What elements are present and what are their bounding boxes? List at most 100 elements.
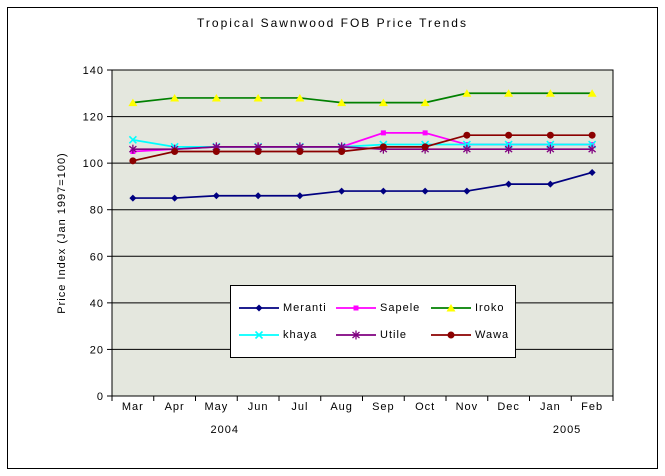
data-point-marker bbox=[462, 89, 472, 97]
legend: Meranti Sapele Iroko khaya Utile Wawa bbox=[230, 285, 516, 358]
series-line bbox=[132, 92, 593, 104]
legend-label-khaya: khaya bbox=[283, 329, 318, 342]
x-tick-label: Oct bbox=[415, 401, 435, 413]
y-tick-label: 80 bbox=[90, 205, 104, 217]
data-point-marker bbox=[128, 145, 137, 153]
x-tick-label: Feb bbox=[581, 401, 603, 413]
chart-border bbox=[7, 7, 658, 469]
y-tick-label: 20 bbox=[90, 344, 104, 356]
series-line bbox=[132, 145, 593, 151]
data-point-marker bbox=[545, 89, 555, 97]
data-point-marker bbox=[422, 130, 428, 136]
data-point-marker bbox=[296, 192, 304, 200]
legend-marker-utile bbox=[336, 330, 376, 340]
data-point-marker bbox=[338, 187, 346, 195]
data-point-marker bbox=[254, 148, 262, 155]
data-point-marker bbox=[447, 331, 455, 339]
series-line bbox=[132, 134, 593, 162]
data-point-marker bbox=[254, 331, 264, 340]
data-point-marker bbox=[129, 157, 137, 165]
data-point-marker bbox=[378, 98, 388, 107]
y-tick-label: 60 bbox=[90, 251, 104, 263]
x-tick-label: Jun bbox=[248, 401, 269, 413]
data-point-marker bbox=[337, 98, 347, 107]
data-point-marker bbox=[296, 148, 304, 155]
data-point-marker bbox=[421, 143, 429, 151]
data-point-marker bbox=[446, 303, 456, 312]
series-iroko bbox=[128, 89, 597, 107]
data-point-marker bbox=[420, 98, 430, 107]
data-point-marker bbox=[588, 168, 596, 176]
data-point-marker bbox=[463, 131, 471, 139]
data-point-marker bbox=[352, 331, 360, 339]
data-point-marker bbox=[505, 131, 513, 139]
data-point-marker bbox=[128, 98, 138, 107]
data-point-marker bbox=[254, 143, 263, 151]
data-point-marker bbox=[295, 143, 304, 151]
data-point-marker bbox=[379, 187, 387, 195]
series-line bbox=[132, 171, 593, 199]
data-point-marker bbox=[505, 180, 513, 188]
x-axis-year-label: 2005 bbox=[553, 424, 581, 436]
data-point-marker bbox=[128, 135, 137, 144]
x-tick-label: Nov bbox=[456, 401, 479, 413]
data-point-marker bbox=[171, 148, 179, 155]
x-axis-year-label: 2004 bbox=[210, 424, 238, 436]
data-point-marker bbox=[253, 93, 263, 102]
legend-label-sapele: Sapele bbox=[380, 301, 421, 314]
legend-label-meranti: Meranti bbox=[283, 301, 327, 314]
legend-marker-sapele bbox=[336, 305, 376, 311]
legend-item-iroko: Iroko bbox=[430, 302, 514, 314]
data-point-marker bbox=[588, 131, 596, 139]
legend-item-wawa: Wawa bbox=[430, 329, 514, 341]
legend-label-wawa: Wawa bbox=[475, 329, 510, 342]
legend-marker-khaya bbox=[239, 331, 279, 340]
y-tick-label: 40 bbox=[90, 298, 104, 310]
data-point-marker bbox=[463, 187, 471, 195]
data-point-marker bbox=[546, 180, 554, 188]
legend-item-utile: Utile bbox=[335, 329, 430, 341]
data-point-marker bbox=[504, 89, 514, 97]
data-point-marker bbox=[212, 192, 220, 200]
x-tick-label: Mar bbox=[122, 401, 144, 413]
series-utile bbox=[128, 142, 597, 154]
data-point-marker bbox=[170, 93, 180, 102]
data-point-marker bbox=[212, 143, 221, 151]
data-point-marker bbox=[546, 131, 554, 139]
legend-item-sapele: Sapele bbox=[335, 302, 430, 314]
data-point-marker bbox=[338, 148, 346, 155]
x-tick-label: Apr bbox=[165, 401, 185, 413]
data-point-marker bbox=[337, 143, 346, 151]
data-point-marker bbox=[421, 187, 429, 195]
y-tick-label: 140 bbox=[83, 65, 104, 77]
y-tick-label: 100 bbox=[83, 158, 104, 170]
x-tick-label: Aug bbox=[330, 401, 353, 413]
x-tick-label: May bbox=[204, 401, 228, 413]
data-point-marker bbox=[255, 304, 263, 312]
series-meranti bbox=[129, 168, 596, 202]
data-point-marker bbox=[129, 194, 137, 202]
data-point-marker bbox=[212, 148, 220, 155]
x-tick-label: Sep bbox=[372, 401, 395, 413]
x-tick-label: Dec bbox=[497, 401, 520, 413]
legend-item-khaya: khaya bbox=[238, 329, 335, 341]
x-axis: Mar Apr May Jun Jul Aug Sep Oct Nov Dec Jan Feb 2004… bbox=[111, 396, 614, 436]
data-point-marker bbox=[295, 93, 305, 102]
data-point-marker bbox=[171, 194, 179, 202]
chart-title: Tropical Sawnwood FOB Price Trends bbox=[197, 16, 468, 30]
x-tick-label: Jan bbox=[540, 401, 561, 413]
data-point-marker bbox=[254, 192, 262, 200]
legend-label-iroko: Iroko bbox=[475, 301, 505, 314]
data-point-marker bbox=[462, 145, 471, 153]
legend-item-meranti: Meranti bbox=[238, 302, 335, 314]
data-point-marker bbox=[546, 145, 555, 153]
y-tick-label: 120 bbox=[83, 112, 104, 124]
data-point-marker bbox=[353, 305, 359, 311]
x-tick-label: Jul bbox=[291, 401, 308, 413]
legend-label-utile: Utile bbox=[380, 329, 408, 342]
data-point-marker bbox=[588, 145, 597, 153]
data-point-marker bbox=[379, 143, 387, 151]
legend-marker-wawa bbox=[431, 331, 471, 339]
